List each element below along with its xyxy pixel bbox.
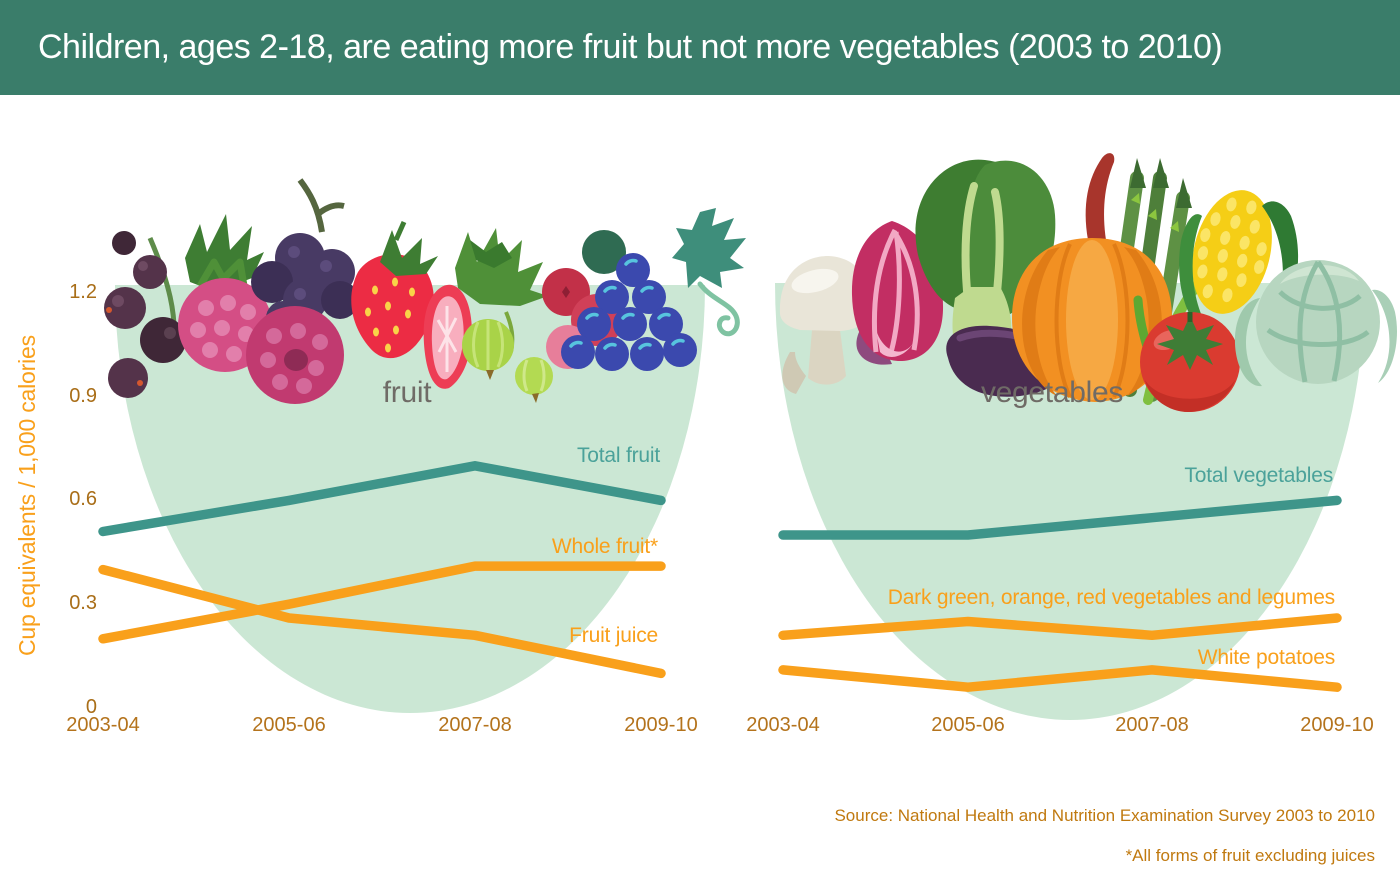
x-tick-label: 2005-06	[931, 714, 1005, 736]
y-tick-label: 1.2	[69, 280, 97, 303]
x-tick-label: 2007-08	[438, 714, 512, 736]
line-dark-green-orange-red-vegetables-and-legumes	[778, 613, 1342, 641]
strawberry-slice-icon	[423, 284, 472, 389]
grape-leaf-icon	[672, 208, 746, 337]
vegetables-x-axis: 2003-04 2005-06 2007-08 2009-10	[0, 714, 1400, 740]
line-white-potatoes	[778, 665, 1342, 692]
x-tick-label: 2009-10	[1300, 714, 1374, 736]
y-tick-label: 0.9	[69, 384, 97, 407]
line-total-vegetables	[778, 495, 1342, 540]
title-bar: Children, ages 2-18, are eating more fru…	[0, 0, 1400, 95]
vegetables-illustration	[779, 153, 1398, 412]
vegetable-line-series	[778, 495, 1342, 692]
legend-total-vegetables: Total vegetables	[1184, 464, 1333, 487]
legend-whole-fruit: Whole fruit*	[551, 535, 658, 558]
source-text: Source: National Health and Nutrition Ex…	[834, 806, 1375, 825]
fruit-illustration	[104, 178, 746, 404]
y-tick-label: 0	[85, 696, 97, 718]
x-tick-label: 2009-10	[624, 714, 698, 736]
blackcurrant-icon	[104, 231, 186, 398]
legend-dark-green-orange-red-vegetables: Dark green, orange, red vegetables and l…	[887, 586, 1335, 609]
legend-white-potatoes: White potatoes	[1197, 646, 1335, 669]
footnote-text: *All forms of fruit excluding juices	[1125, 846, 1375, 865]
grape-icon	[561, 230, 697, 371]
fruit-chart-title: fruit	[382, 376, 432, 409]
x-tick-label: 2003-04	[66, 714, 140, 736]
line-total-fruit	[98, 461, 666, 537]
y-tick-label: 0.6	[69, 488, 97, 511]
strawberry-icon	[351, 220, 438, 359]
raspberry-icon	[246, 306, 344, 404]
legend-fruit-juice: Fruit juice	[569, 624, 658, 647]
x-tick-label: 2005-06	[252, 714, 326, 736]
fruit-x-axis: 2003-04 2005-06 2007-08 2009-10	[0, 714, 1400, 740]
corn-icon	[1133, 190, 1299, 407]
legend-total-fruit: Total fruit	[577, 444, 660, 467]
x-tick-label: 2003-04	[746, 714, 820, 736]
gooseberry-icon	[462, 311, 553, 403]
mushroom-icon	[779, 256, 872, 394]
tomato-icon	[1140, 312, 1240, 412]
x-tick-label: 2007-08	[1115, 714, 1189, 736]
y-tick-label: 0.3	[69, 592, 97, 615]
page-title: Children, ages 2-18, are eating more fru…	[38, 28, 1223, 66]
vegetables-chart-title: vegetables	[980, 376, 1124, 409]
line-fruit-juice	[98, 564, 666, 679]
fruit-line-series	[98, 461, 666, 679]
line-whole-fruit	[98, 561, 666, 644]
cabbage-icon	[1234, 260, 1398, 387]
